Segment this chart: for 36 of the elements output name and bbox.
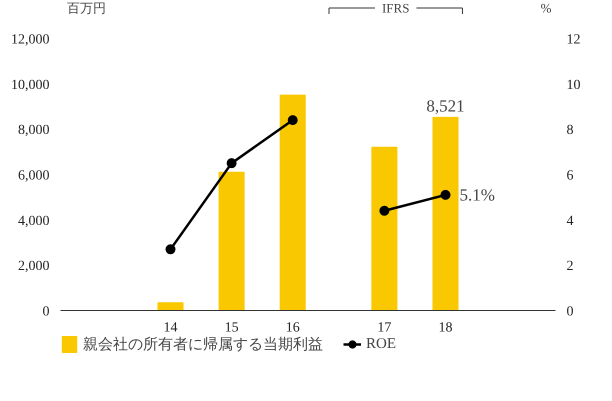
- x-tick-label: 15: [224, 320, 239, 336]
- legend-label: 親会社の所有者に帰属する当期利益: [83, 336, 323, 354]
- x-tick-label: 14: [164, 320, 178, 336]
- text: IFRS: [382, 0, 410, 16]
- y-tick-label: 12,000: [11, 32, 50, 48]
- y2-tick-label: 2: [566, 259, 574, 274]
- x-tick-label: 16: [286, 320, 300, 336]
- bar: [157, 302, 184, 310]
- point: [440, 190, 450, 200]
- bar: [218, 172, 245, 310]
- x-tick-label: 17: [377, 320, 392, 336]
- legend-label: ROE: [366, 336, 396, 352]
- bar: [432, 116, 459, 310]
- y-axis-title: 百万円: [66, 0, 106, 16]
- point: [166, 244, 176, 254]
- data-label: 5.1%: [460, 185, 495, 204]
- point: [288, 115, 298, 126]
- y-tick-label: 10,000: [11, 78, 50, 93]
- data-label: 8,521: [426, 96, 465, 116]
- bar: [280, 94, 306, 310]
- point: [226, 158, 237, 168]
- x-tick-label: 18: [438, 320, 452, 336]
- point: [379, 206, 390, 216]
- y2-tick-label: 6: [566, 168, 574, 184]
- y2-tick-label: 12: [566, 32, 580, 48]
- y-tick-label: 8,000: [18, 123, 50, 138]
- y2-tick-label: 0: [566, 304, 574, 320]
- y2-tick-label: 4: [566, 214, 574, 229]
- y2-tick-label: 8: [566, 123, 574, 138]
- y-tick-label: 2,000: [18, 259, 50, 274]
- y2-axis-title: %: [540, 0, 552, 16]
- bar: [371, 146, 398, 310]
- y-tick-label: 6,000: [18, 168, 50, 184]
- y2-tick-label: 10: [566, 78, 580, 93]
- y-tick-label: 4,000: [18, 214, 50, 229]
- y-tick-label: 0: [42, 304, 50, 320]
